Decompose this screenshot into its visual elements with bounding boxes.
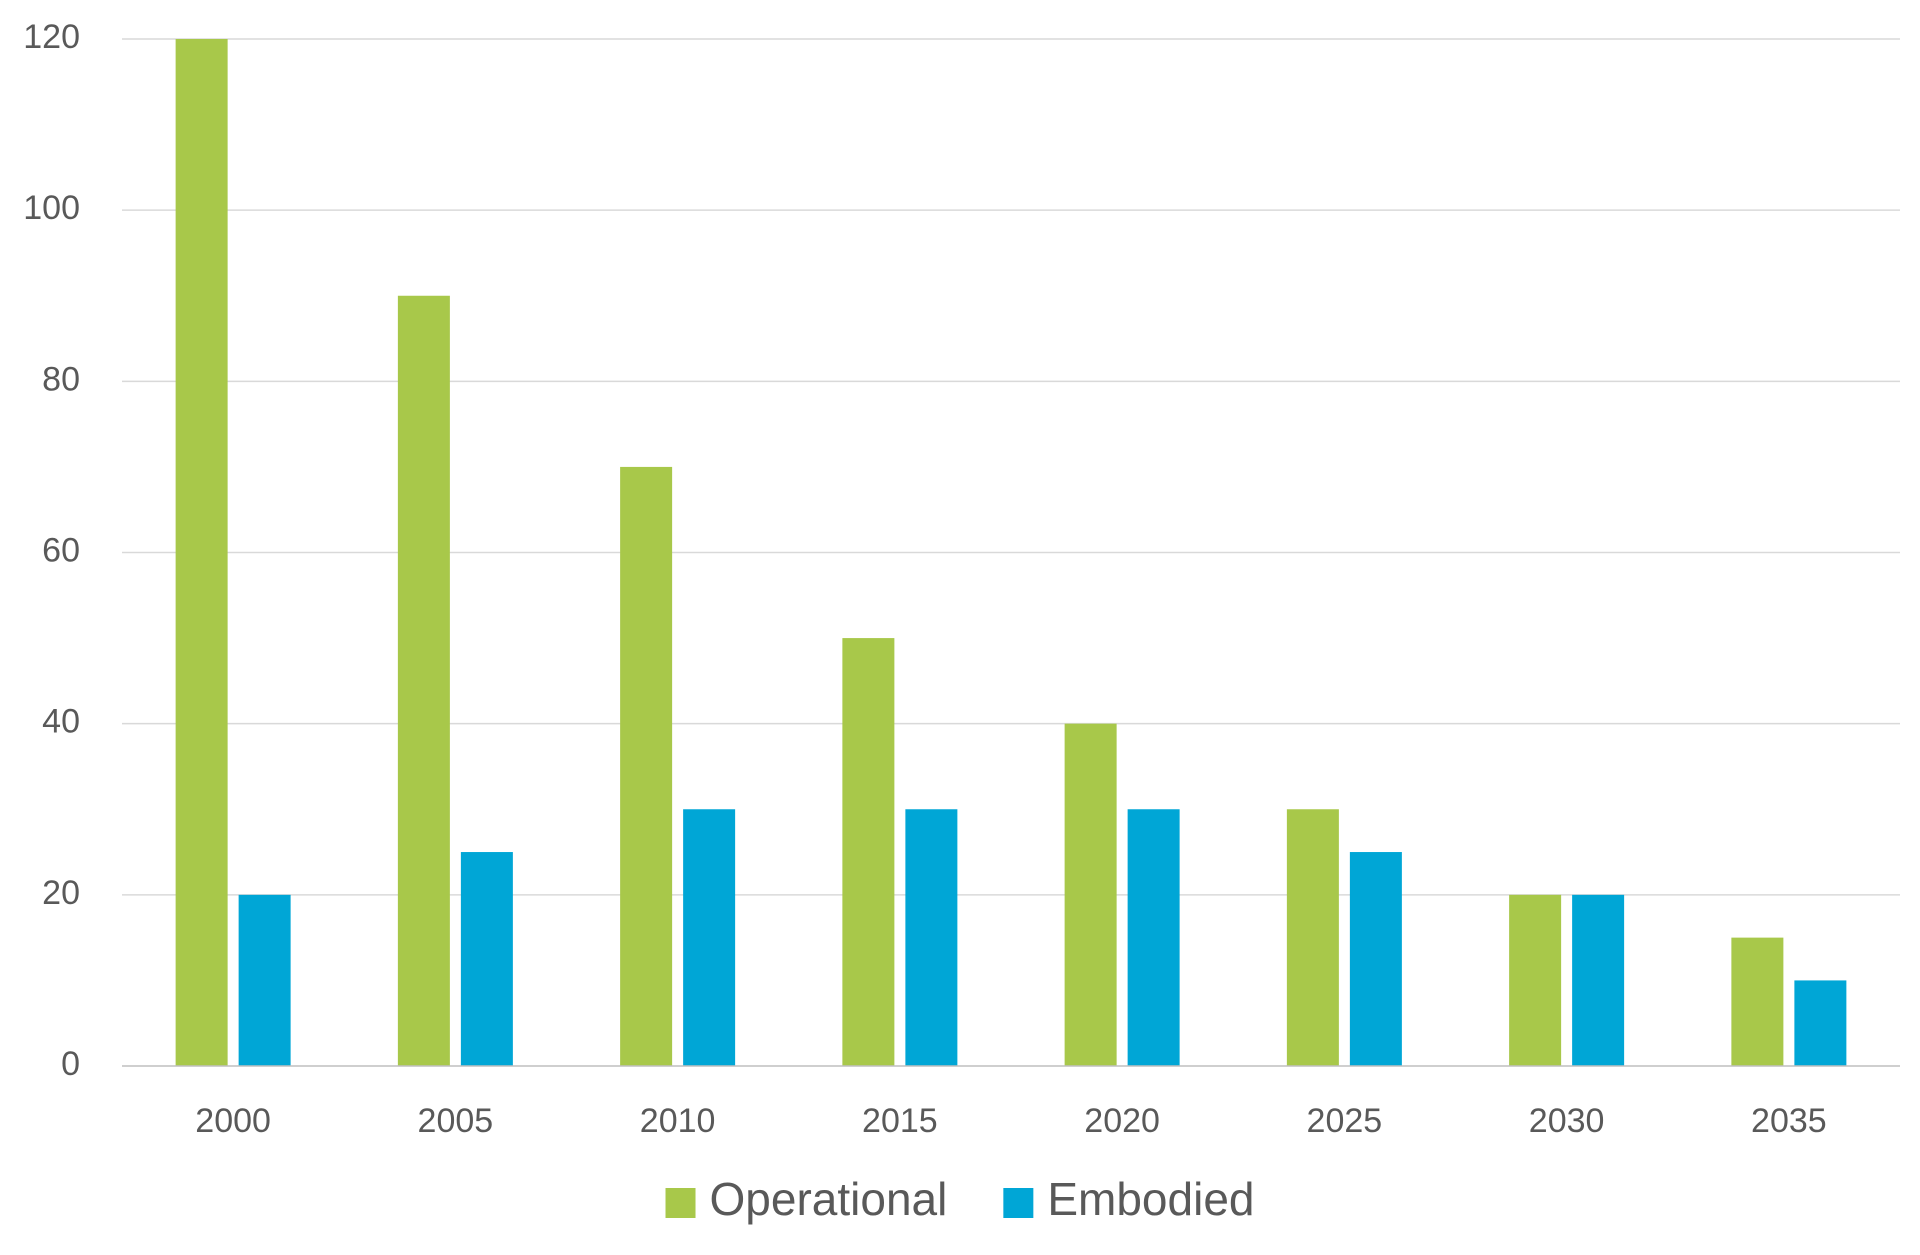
bar-embodied-2020 (1127, 809, 1180, 1066)
bar-operational-2030 (1509, 894, 1562, 1066)
y-tick-label: 20 (42, 874, 80, 912)
bar-embodied-2025 (1349, 852, 1402, 1066)
legend: Operational Embodied (665, 1173, 1254, 1225)
bar-embodied-2000 (238, 894, 291, 1066)
bar-operational-2025 (1286, 809, 1339, 1066)
x-tick-label: 2025 (1307, 1102, 1383, 1140)
bar-operational-2015 (842, 638, 895, 1066)
bar-embodied-2005 (460, 852, 513, 1066)
gridlines (122, 38, 1900, 896)
legend-label-embodied: Embodied (1047, 1173, 1254, 1225)
x-tick-label: 2015 (862, 1102, 938, 1140)
bar-embodied-2010 (683, 809, 736, 1066)
bar-embodied-2035 (1794, 980, 1847, 1066)
bar-operational-2035 (1731, 937, 1784, 1066)
y-tick-label: 0 (61, 1045, 80, 1083)
x-tick-label: 2020 (1084, 1102, 1160, 1140)
bar-embodied-2030 (1572, 894, 1625, 1066)
bar-operational-2005 (397, 295, 450, 1066)
bar-embodied-2015 (905, 809, 958, 1066)
bar-operational-2010 (620, 466, 673, 1067)
y-tick-label: 60 (42, 531, 80, 569)
y-tick-label: 40 (42, 703, 80, 741)
x-tick-label: 2000 (195, 1102, 271, 1140)
x-tick-label: 2005 (418, 1102, 494, 1140)
x-axis-tick-labels: 2000 2005 2010 2015 2020 2025 2030 2035 (195, 1102, 1826, 1140)
bar-operational-2020 (1064, 723, 1117, 1066)
x-tick-label: 2030 (1529, 1102, 1605, 1140)
bars (175, 39, 1847, 1067)
y-tick-label: 120 (23, 18, 80, 56)
y-tick-label: 100 (23, 189, 80, 227)
legend-label-operational: Operational (710, 1173, 948, 1225)
x-tick-label: 2035 (1751, 1102, 1827, 1140)
legend-swatch-embodied (1003, 1188, 1034, 1218)
y-tick-label: 80 (42, 360, 80, 398)
y-axis-tick-labels: 0 20 40 60 80 100 120 (23, 18, 80, 1083)
bar-operational-2000 (175, 39, 228, 1066)
legend-swatch-operational (665, 1188, 696, 1218)
x-tick-label: 2010 (640, 1102, 716, 1140)
